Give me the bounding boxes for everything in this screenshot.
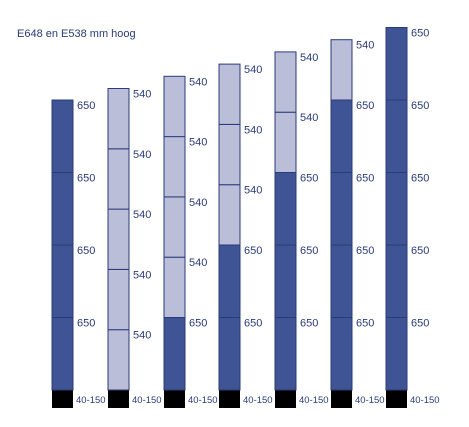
segment-label: 540 [189, 137, 207, 149]
base-label: 40-150 [132, 395, 162, 406]
segment-label: 540 [300, 112, 318, 124]
segment-650 [51, 172, 74, 246]
segment-label: 650 [411, 245, 429, 257]
segment-label: 650 [411, 28, 429, 40]
segment-650 [51, 317, 74, 391]
segment-label: 650 [300, 173, 318, 185]
base-label: 40-150 [243, 395, 273, 406]
segment-650 [385, 244, 408, 318]
segment-650 [274, 317, 297, 391]
segment-label: 540 [356, 40, 374, 52]
segment-label: 650 [244, 318, 262, 330]
segment-650 [330, 99, 353, 173]
segment-label: 650 [189, 318, 207, 330]
segment-540 [274, 51, 297, 113]
segment-650 [51, 99, 74, 173]
segment-label: 650 [77, 100, 95, 112]
segment-label: 650 [411, 100, 429, 112]
segment-label: 540 [244, 64, 262, 76]
segment-label: 540 [133, 209, 151, 221]
segment-650 [385, 172, 408, 246]
segment-label: 540 [244, 124, 262, 136]
column-base [164, 390, 185, 408]
segment-label: 650 [356, 318, 374, 330]
segment-label: 650 [77, 173, 95, 185]
segment-650 [163, 317, 186, 391]
segment-540 [274, 111, 297, 173]
base-label: 40-150 [188, 395, 218, 406]
segment-650 [330, 317, 353, 391]
segment-650 [218, 317, 241, 391]
column-base [386, 390, 407, 408]
base-label: 40-150 [76, 395, 106, 406]
segment-label: 650 [300, 318, 318, 330]
segment-label: 650 [77, 245, 95, 257]
column-base [275, 390, 296, 408]
segment-540 [107, 208, 130, 270]
base-label: 40-150 [299, 395, 329, 406]
segment-label: 650 [411, 318, 429, 330]
segment-650 [274, 172, 297, 246]
segment-540 [218, 63, 241, 125]
segment-label: 650 [411, 173, 429, 185]
segment-650 [274, 244, 297, 318]
segment-540 [330, 39, 353, 101]
segment-label: 540 [189, 197, 207, 209]
segment-650 [330, 172, 353, 246]
segment-label: 650 [300, 245, 318, 257]
segment-540 [163, 136, 186, 198]
segment-label: 650 [77, 318, 95, 330]
segment-label: 540 [244, 185, 262, 197]
segment-label: 540 [300, 52, 318, 64]
segment-label: 540 [133, 149, 151, 161]
column-base [52, 390, 73, 408]
column-base [219, 390, 240, 408]
diagram-title: E648 en E538 mm hoog [17, 28, 136, 40]
base-label: 40-150 [410, 395, 440, 406]
segment-650 [385, 317, 408, 391]
segment-label: 540 [189, 257, 207, 269]
segment-label: 650 [356, 245, 374, 257]
segment-label: 650 [356, 173, 374, 185]
segment-540 [107, 268, 130, 331]
segment-label: 540 [189, 76, 207, 88]
segment-540 [107, 148, 130, 210]
segment-540 [163, 256, 186, 319]
segment-650 [218, 244, 241, 318]
column-base [331, 390, 352, 408]
segment-540 [163, 75, 186, 138]
segment-540 [218, 123, 241, 186]
segment-650 [385, 27, 408, 101]
segment-label: 650 [356, 100, 374, 112]
base-label: 40-150 [355, 395, 385, 406]
segment-label: 540 [133, 269, 151, 281]
segment-650 [330, 244, 353, 318]
segment-540 [107, 329, 130, 391]
segment-650 [51, 244, 74, 318]
column-base [108, 390, 129, 408]
segment-540 [107, 88, 130, 150]
segment-650 [385, 99, 408, 173]
segment-label: 540 [133, 330, 151, 342]
segment-540 [218, 184, 241, 246]
segment-label: 650 [244, 245, 262, 257]
segment-540 [163, 196, 186, 258]
segment-label: 540 [133, 89, 151, 101]
